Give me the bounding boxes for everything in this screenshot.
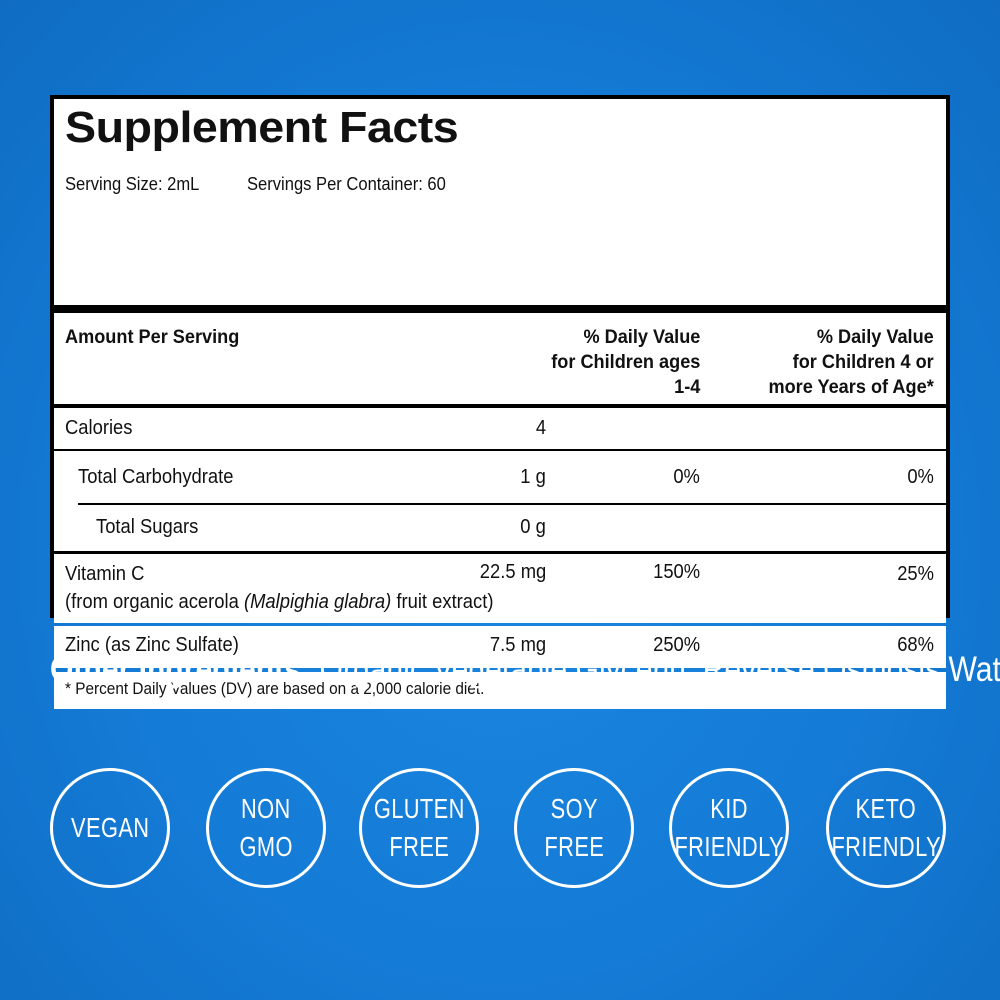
row-carbohydrate-dv1: 0% [673,466,700,488]
badge-label: FRIENDLY [831,831,941,862]
header-dv1-line: 1-4 [673,376,700,398]
row-zinc-dv1: 250% [652,634,700,656]
row-carbohydrate-amount: 1 g [520,466,546,488]
badge-soy-free: SOY FREE [514,768,634,888]
supplement-facts-panel: Supplement Facts Serving Size: 2mL Servi… [50,95,950,709]
facts-vitamin-c-row: Vitamin C 22.5 mg 150% 25% (from organic… [54,554,946,623]
header-amount-per-serving: Amount Per Serving [65,326,240,348]
other-ingredients-text: Organic Vegetable Glycerin, Reverse Osmo… [319,650,1000,689]
badge-keto-friendly: KETO FRIENDLY [826,768,946,888]
row-carbohydrate-name: Total Carbohydrate [78,466,234,488]
vitamin-c-source-suffix: fruit extract) [391,591,494,613]
row-sugars-amount: 0 g [520,516,546,538]
row-zinc-amount: 7.5 mg [489,634,546,656]
row-zinc-name: Zinc (as Zinc Sulfate) [65,634,239,656]
row-calories-amount: 4 [535,417,546,439]
other-ingredients: Other Ingredients: Organic Vegetable Glyc… [50,650,1000,690]
vitamin-c-source-prefix: (from organic acerola [65,591,244,613]
badge-non-gmo: NON GMO [206,768,326,888]
servings-per-container: Servings Per Container: 60 [247,174,446,194]
badge-kid-friendly: KID FRIENDLY [669,768,789,888]
header-dv-children-1-4: % Daily Value for Children ages 1-4 [551,325,700,400]
vitamin-c-source-latin: (Malpighia glabra) [243,591,392,613]
facts-macros-section: Calories 4 Total Carbohydrate 1 g 0% 0% … [54,408,946,551]
badge-label: GMO [239,831,293,862]
facts-title: Supplement Facts [65,103,459,152]
row-sugars-name: Total Sugars [96,516,199,538]
serving-size: Serving Size: 2mL [65,174,200,194]
facts-footnote-section: * Percent Daily Values (DV) are based on… [54,672,946,709]
badge-label: FREE [389,831,449,862]
badge-label: FRIENDLY [674,831,784,862]
header-dv2-line: for Children 4 or [792,351,934,373]
badge-vegan: VEGAN [50,768,170,888]
row-divider [54,449,946,451]
badge-label: VEGAN [70,812,150,843]
badge-label: SOY [550,793,598,824]
badge-label: GLUTEN [373,793,465,824]
vitamin-c-source: (from organic acerola (Malpighia glabra)… [65,591,493,614]
badge-label: FREE [544,831,604,862]
row-divider [78,503,946,505]
header-dv2-line: more Years of Age* [768,376,934,398]
badge-label: KETO [855,793,917,824]
badge-gluten-free: GLUTEN FREE [359,768,479,888]
row-zinc-dv2: 68% [897,634,934,656]
row-vitamin-c-dv2: 25% [897,563,934,585]
header-dv1-line: % Daily Value [583,326,700,348]
row-vitamin-c-name: Vitamin C [65,563,145,585]
row-carbohydrate-dv2: 0% [907,466,934,488]
header-dv1-line: for Children ages [550,351,700,373]
facts-zinc-row: Zinc (as Zinc Sulfate) 7.5 mg 250% 68% [54,626,946,668]
facts-title-section: Supplement Facts Serving Size: 2mL Servi… [54,99,946,305]
badge-label: NON [241,793,291,824]
other-ingredients-label: Other Ingredients: [50,650,311,689]
header-dv-children-4-plus: % Daily Value for Children 4 or more Yea… [769,325,934,400]
badge-label: KID [710,793,748,824]
facts-footnote: * Percent Daily Values (DV) are based on… [65,680,485,698]
row-vitamin-c-dv1: 150% [652,561,700,583]
facts-header-row: Amount Per Serving % Daily Value for Chi… [54,313,946,404]
header-dv2-line: % Daily Value [817,326,934,348]
row-vitamin-c-amount: 22.5 mg [479,561,546,583]
row-calories-name: Calories [65,417,133,439]
